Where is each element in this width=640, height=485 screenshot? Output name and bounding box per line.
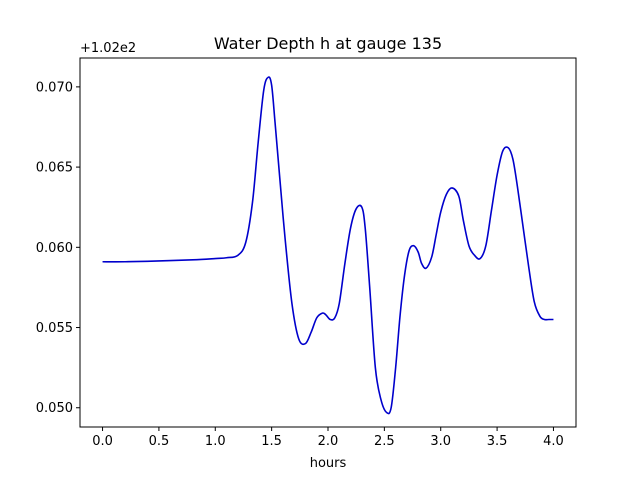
x-tick-label: 0.5 (149, 434, 170, 449)
x-tick-label: 1.5 (261, 434, 282, 449)
x-axis-label: hours (310, 456, 347, 471)
y-axis-ticks: 0.050 0.055 0.060 0.065 0.070 (36, 80, 80, 416)
y-tick-label: 0.050 (36, 401, 73, 416)
x-tick-label: 2.5 (374, 434, 395, 449)
y-tick-label: 0.070 (36, 80, 73, 95)
y-tick-label: 0.055 (36, 321, 73, 336)
x-axis-ticks: 0.0 0.5 1.0 1.5 2.0 2.5 3.0 3.5 4.0 (92, 427, 564, 449)
y-tick-label: 0.065 (36, 161, 73, 176)
series-layer (102, 76, 554, 415)
x-tick-label: 0.0 (92, 434, 113, 449)
x-tick-label: 2.0 (318, 434, 339, 449)
y-tick-label: 0.060 (36, 241, 73, 256)
x-tick-label: 3.5 (487, 434, 508, 449)
y-offset-label: +1.02e2 (80, 41, 136, 56)
x-tick-label: 4.0 (543, 434, 564, 449)
chart-title: Water Depth h at gauge 135 (214, 34, 442, 53)
x-tick-label: 1.0 (205, 434, 226, 449)
series-line-0 (102, 76, 554, 415)
x-tick-label: 3.0 (430, 434, 451, 449)
plot-frame (79, 57, 577, 428)
